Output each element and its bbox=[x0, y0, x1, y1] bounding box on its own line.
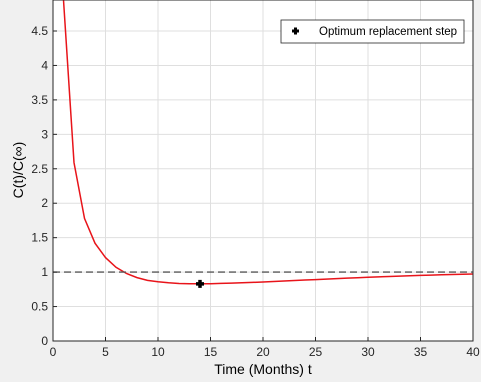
marker-layer bbox=[196, 279, 204, 288]
y-tick-label: 2.5 bbox=[31, 162, 48, 176]
y-axis-label: C(t)/C(∞) bbox=[10, 142, 26, 199]
x-tick-label: 25 bbox=[309, 345, 323, 359]
optimum-point-marker bbox=[196, 279, 204, 288]
y-tick-label: 0 bbox=[41, 334, 48, 348]
x-tick-label: 20 bbox=[256, 345, 270, 359]
x-tick-label: 30 bbox=[361, 345, 375, 359]
x-tick-label: 5 bbox=[102, 345, 109, 359]
x-axis-label: Time (Months) t bbox=[214, 361, 312, 377]
x-tick-label: 15 bbox=[204, 345, 218, 359]
y-tick-label: 3.5 bbox=[31, 93, 48, 107]
series-layer bbox=[53, 0, 474, 285]
y-tick-label: 4 bbox=[41, 58, 48, 72]
x-tick-label: 10 bbox=[151, 345, 165, 359]
y-tick-label: 2 bbox=[41, 196, 48, 210]
legend-box bbox=[280, 19, 465, 44]
y-tick-label: 1 bbox=[41, 265, 48, 279]
legend: Optimum replacement step bbox=[280, 19, 465, 44]
x-tick-label: 35 bbox=[414, 345, 428, 359]
y-tick-label: 0.5 bbox=[31, 300, 48, 314]
y-tick-label: 3 bbox=[41, 127, 48, 141]
y-tick-label: 1.5 bbox=[31, 231, 48, 245]
x-tick-label: 40 bbox=[466, 345, 480, 359]
y-tick-label: 4.5 bbox=[31, 24, 48, 38]
legend-marker bbox=[292, 27, 299, 35]
cost-ratio-series bbox=[62, 0, 474, 285]
x-tick-label: 0 bbox=[50, 345, 57, 359]
axis-ticks: 0 5 10 15 20 25 30 35 40 0 0.5 1 1.5 2 2.5 3 3.5 4 4.5 bbox=[31, 24, 480, 359]
legend-label: Optimum replacement step bbox=[319, 26, 457, 38]
